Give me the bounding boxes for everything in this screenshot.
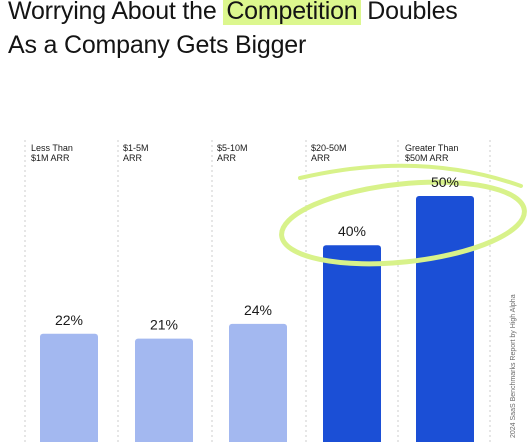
category-label-0-line-2: $1M ARR [31,153,70,163]
value-label-2: 24% [244,302,272,318]
bar-0 [40,333,98,442]
title-text-before: Worrying About the [8,0,224,25]
category-label-1-line-1: $1-5M [123,143,149,153]
title-highlight: Competition [223,0,361,25]
title-line-2: As a Company Gets Bigger [8,31,307,59]
category-label-1-line-2: ARR [123,153,143,163]
labels: 22% 21%24%40%50%Less Than$1M ARR$1-5MARR$… [31,143,459,333]
value-label-1: 21% [150,317,178,333]
gridlines [24,140,491,442]
title-text-after: Doubles [360,0,458,25]
category-label-2-line-2: ARR [217,153,237,163]
highlight-circle-layer [279,163,527,267]
bar-2 [229,323,287,442]
bar-3 [323,245,381,442]
highlight-circle-overlap-stroke [298,163,523,188]
value-label-0: 22% [55,312,83,328]
highlight-circle [279,179,527,267]
bars [40,196,474,442]
category-label-3-line-1: $20-50M [311,143,347,153]
source-note: 2024 SaaS Benchmarks Report by High Alph… [510,294,517,438]
bar-4 [416,196,474,442]
category-label-2-line-1: $5-10M [217,143,248,153]
value-label-4: 50% [431,174,459,190]
category-label-3-line-2: ARR [311,153,331,163]
category-label-0-line-1: Less Than [31,143,73,153]
category-label-4-line-2: $50M ARR [405,153,449,163]
category-label-4-line-1: Greater Than [405,143,458,153]
bar-1 [135,338,193,442]
title-line-1: Worrying About the Competition Doubles [8,0,458,26]
value-label-3: 40% [338,223,366,239]
